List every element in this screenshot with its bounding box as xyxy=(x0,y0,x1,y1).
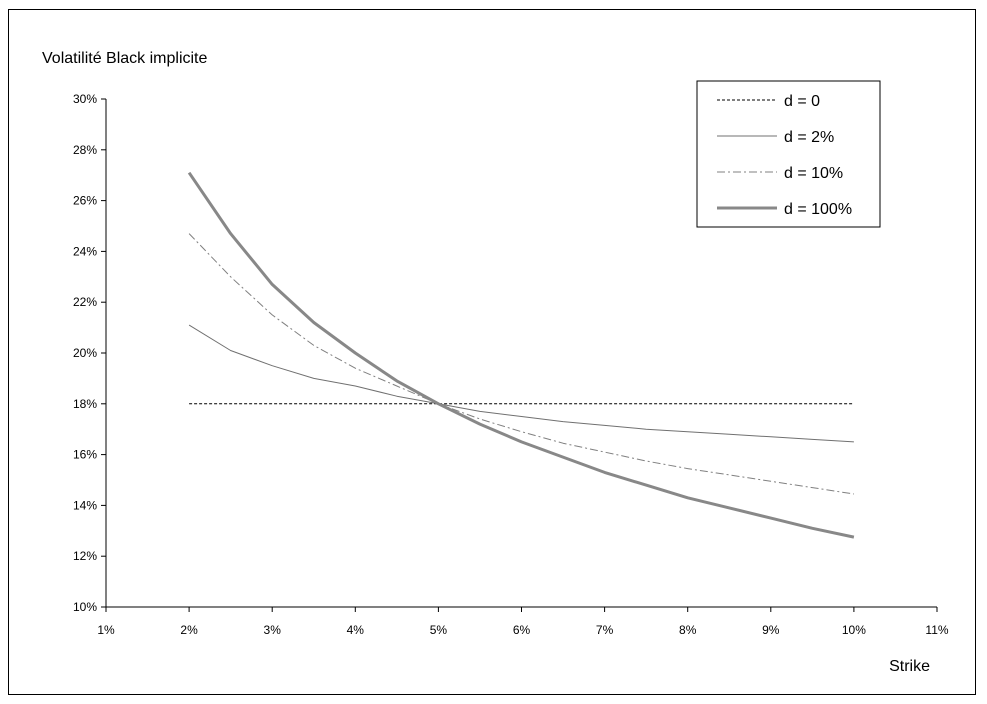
axes: 10% 12% 14% 16% 18% 20% 22% 24% 26% 28% 30% 1% 2% 3% 4… xyxy=(73,92,949,637)
y-tick-label: 26% xyxy=(73,194,97,208)
x-tick-label: 7% xyxy=(596,623,614,637)
legend-label-0: d = 0 xyxy=(784,93,820,110)
x-tick-label: 10% xyxy=(842,623,866,637)
y-tick-label: 16% xyxy=(73,448,97,462)
y-axis-title: Volatilité Black implicite xyxy=(42,50,208,67)
legend-label-1: d = 2% xyxy=(784,129,834,146)
x-axis-title: Strike xyxy=(889,658,930,675)
series-line-3 xyxy=(187,171,855,539)
x-tick-label: 9% xyxy=(762,623,780,637)
legend-label-2: d = 10% xyxy=(784,165,843,182)
y-tick-label: 20% xyxy=(73,346,97,360)
x-tick-label: 11% xyxy=(925,623,948,637)
y-tick-label: 28% xyxy=(73,143,97,157)
x-tick-label: 1% xyxy=(97,623,115,637)
x-tick-label: 5% xyxy=(430,623,448,637)
y-tick-label: 22% xyxy=(73,295,97,309)
x-tick-label: 6% xyxy=(513,623,531,637)
y-tick-label: 18% xyxy=(73,397,97,411)
y-tick-label: 10% xyxy=(73,600,97,614)
x-tick-label: 4% xyxy=(347,623,365,637)
x-tick-label: 3% xyxy=(264,623,282,637)
series-layer xyxy=(187,171,855,539)
legend-label-3: d = 100% xyxy=(784,201,852,218)
y-tick-label: 30% xyxy=(73,92,97,106)
series-line-2 xyxy=(188,233,854,495)
y-tick-label: 14% xyxy=(73,498,97,512)
y-tick-label: 12% xyxy=(73,549,97,563)
y-tick-label: 24% xyxy=(73,244,97,258)
x-tick-label: 8% xyxy=(679,623,697,637)
series-line-1 xyxy=(188,324,854,443)
legend-box xyxy=(696,80,881,228)
x-tick-label: 2% xyxy=(180,623,198,637)
legend: d = 0 d = 2% d = 10% d = 100% xyxy=(696,80,881,228)
